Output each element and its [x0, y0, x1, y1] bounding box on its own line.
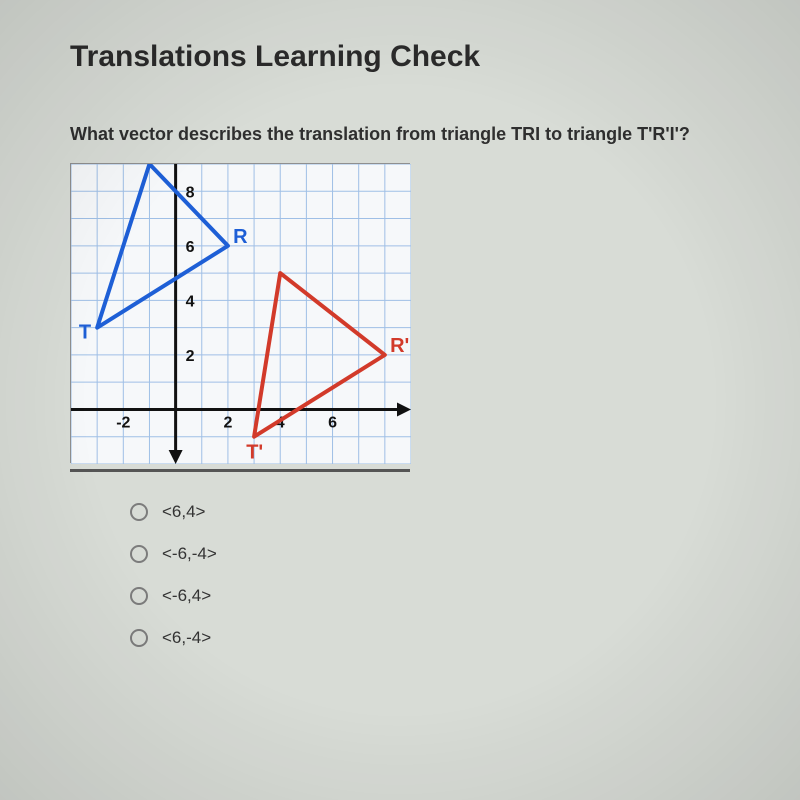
- radio-icon: [130, 545, 148, 563]
- radio-icon: [130, 587, 148, 605]
- radio-icon: [130, 629, 148, 647]
- svg-text:R: R: [233, 226, 248, 248]
- radio-icon: [130, 503, 148, 521]
- svg-text:T': T': [246, 442, 263, 464]
- svg-text:R': R': [390, 335, 409, 357]
- option-label: <-6,-4>: [162, 544, 217, 564]
- svg-text:6: 6: [186, 239, 195, 256]
- option-label: <-6,4>: [162, 586, 211, 606]
- svg-text:T: T: [79, 322, 91, 344]
- svg-text:2: 2: [186, 348, 195, 365]
- question-text: What vector describes the translation fr…: [70, 124, 740, 145]
- answer-options: <6,4> <-6,-4> <-6,4> <6,-4>: [130, 502, 740, 648]
- answer-option[interactable]: <-6,4>: [130, 586, 740, 606]
- chart-underline: [70, 469, 410, 472]
- option-label: <6,4>: [162, 502, 206, 522]
- svg-text:4: 4: [186, 293, 195, 310]
- answer-option[interactable]: <-6,-4>: [130, 544, 740, 564]
- translation-chart: -22462468TRT'R': [70, 163, 410, 463]
- svg-text:6: 6: [328, 414, 337, 431]
- page-title: Translations Learning Check: [70, 40, 740, 74]
- option-label: <6,-4>: [162, 628, 211, 648]
- svg-text:2: 2: [223, 414, 232, 431]
- svg-text:-2: -2: [116, 414, 130, 431]
- answer-option[interactable]: <6,-4>: [130, 628, 740, 648]
- svg-text:8: 8: [186, 184, 195, 201]
- answer-option[interactable]: <6,4>: [130, 502, 740, 522]
